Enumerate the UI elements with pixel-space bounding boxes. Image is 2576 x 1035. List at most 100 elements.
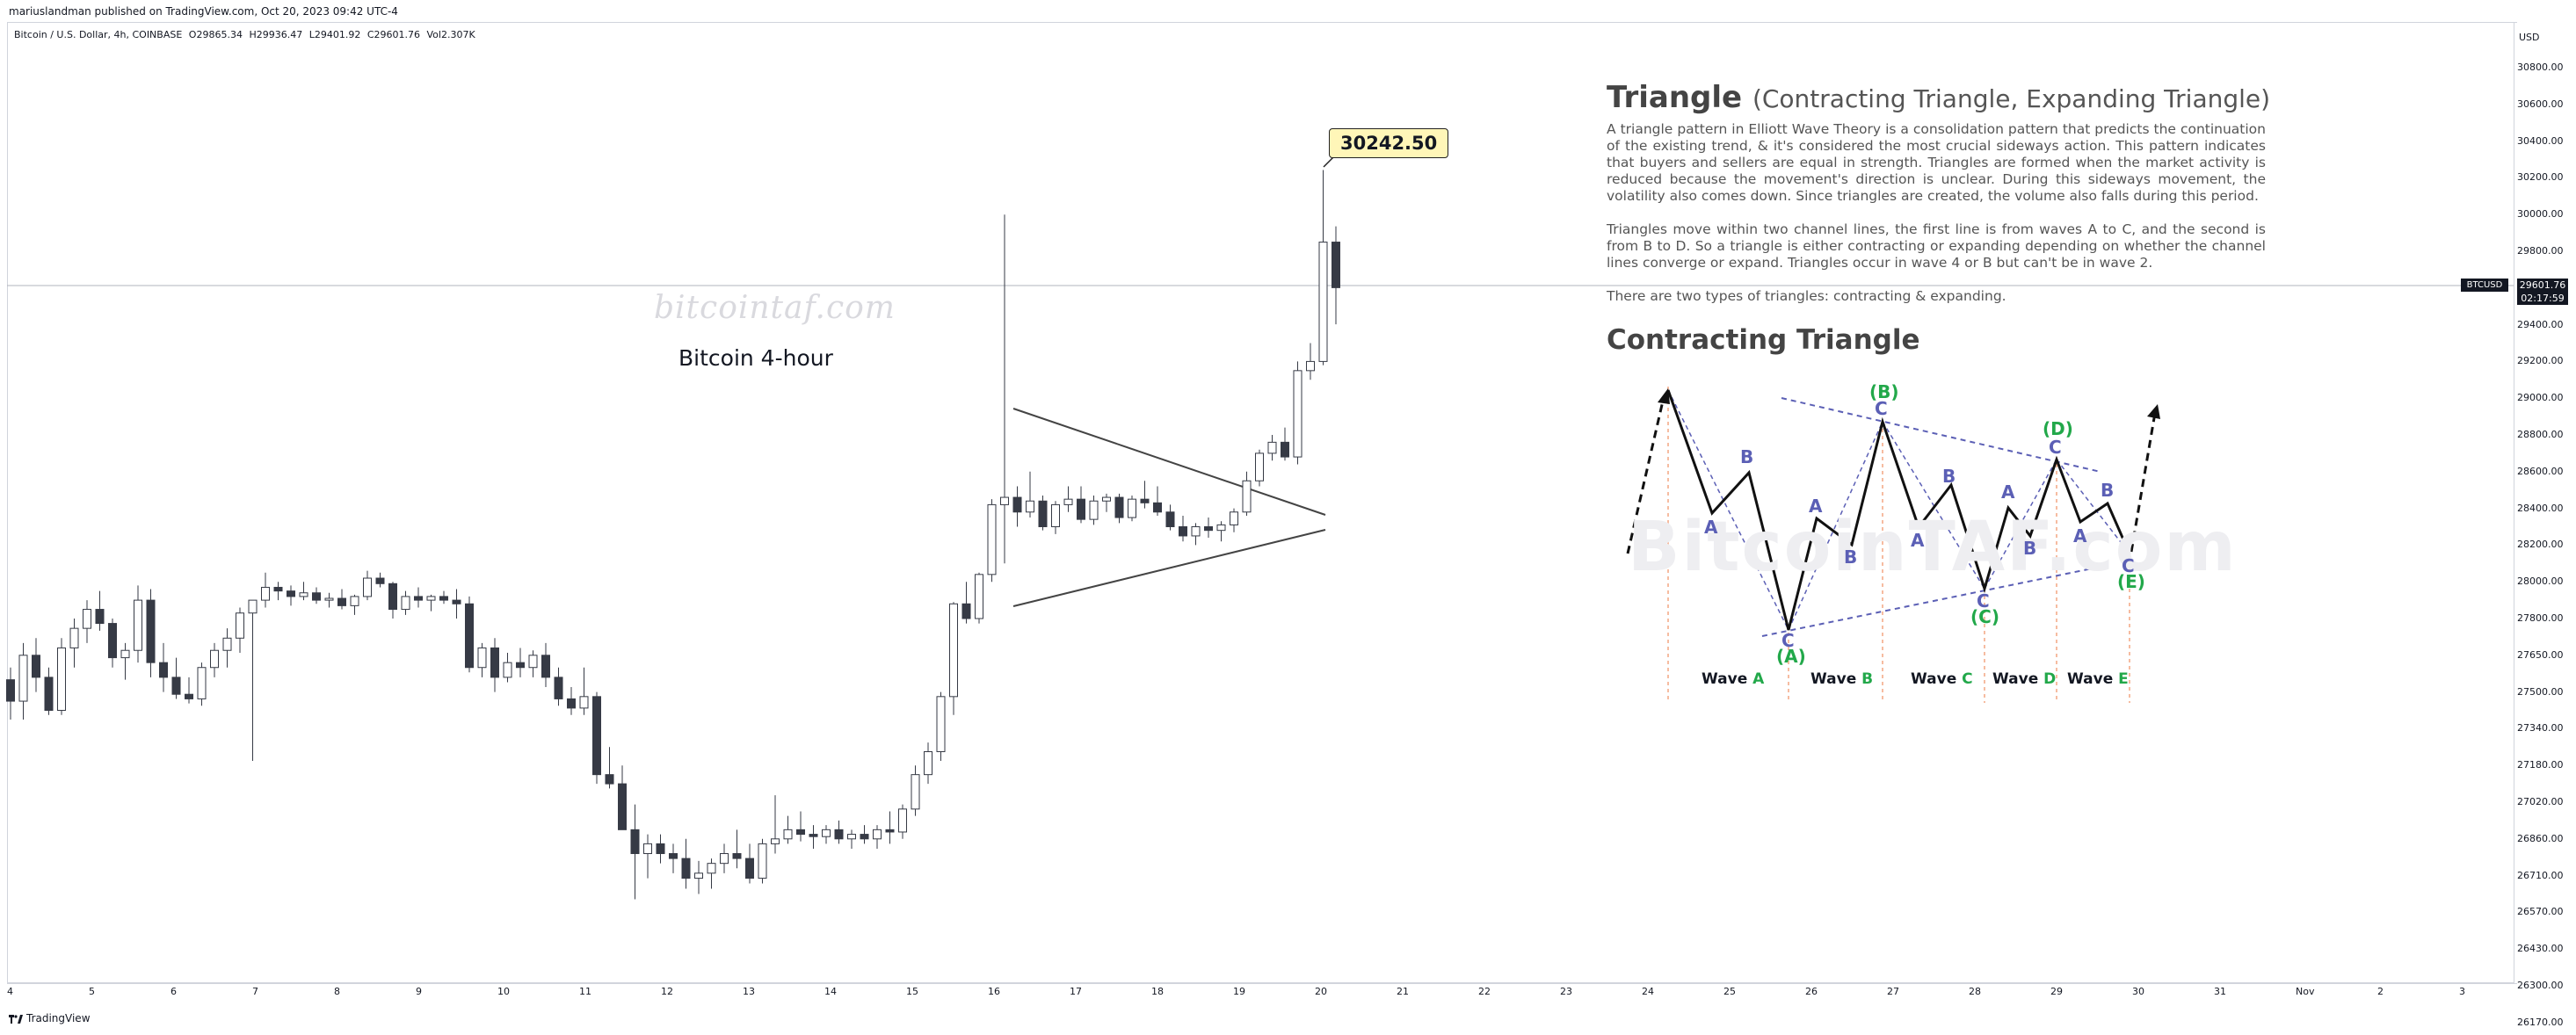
time-tick-label: 6	[171, 986, 177, 997]
candle-body	[1140, 498, 1150, 503]
chart-watermark: bitcointaf.com	[654, 290, 896, 326]
symbol-legend: Bitcoin / U.S. Dollar, 4h, COINBASE O298…	[14, 29, 479, 40]
label-wave-b-end: (B)	[1869, 381, 1899, 402]
time-tick-label: 16	[988, 986, 1000, 997]
annotation-paragraph-1: A triangle pattern in Elliott Wave Theor…	[1607, 121, 2266, 204]
price-tick-label: 28800.00	[2517, 429, 2564, 440]
candle-body	[681, 858, 691, 879]
candle-body	[528, 655, 538, 669]
candle-body	[911, 774, 920, 810]
time-tick-label: 5	[89, 986, 95, 997]
time-tick-label: 30	[2132, 986, 2144, 997]
candle-body	[222, 637, 232, 651]
candle-body	[630, 829, 640, 855]
candle-body	[720, 853, 729, 865]
diagram-guides	[1667, 387, 2130, 703]
tradingview-brand[interactable]: TradingView	[9, 1012, 91, 1024]
price-tick-label: 29200.00	[2517, 355, 2564, 367]
candle-body	[1026, 500, 1034, 513]
current-price-value: 29601.76	[2519, 279, 2566, 291]
candle-body	[363, 577, 372, 597]
candle-body	[299, 592, 308, 597]
time-tick-label: 23	[1560, 986, 1572, 997]
candle-body	[120, 649, 130, 659]
candle-body	[1306, 360, 1315, 372]
chart-caption: Bitcoin 4-hour	[678, 345, 833, 371]
candle-body	[490, 647, 499, 678]
candle-body	[822, 829, 831, 837]
candle-body	[796, 829, 805, 836]
candle-body	[1012, 496, 1022, 513]
price-axis[interactable]	[2514, 22, 2576, 984]
symbol-name[interactable]: Bitcoin / U.S. Dollar, 4h, COINBASE	[14, 29, 183, 40]
triangle-upper-line	[1012, 408, 1326, 516]
candle-body	[1089, 500, 1099, 520]
candle-body	[6, 679, 15, 702]
price-tick-label: 28000.00	[2517, 575, 2564, 588]
price-tick-label: 26860.00	[2517, 832, 2564, 844]
high-price-tag[interactable]: 30242.50	[1329, 128, 1449, 158]
ohlc-low: L29401.92	[308, 29, 361, 40]
brand-name: TradingView	[26, 1012, 91, 1024]
candle-body	[375, 577, 385, 584]
time-tick-label: 14	[824, 986, 837, 997]
candle-body	[95, 609, 105, 625]
candle-body	[1267, 441, 1277, 454]
time-axis[interactable]	[7, 982, 2514, 1002]
candle-body	[108, 623, 117, 659]
price-tick-label: 26430.00	[2517, 943, 2564, 955]
candle-body	[592, 696, 601, 776]
candle-body	[618, 783, 627, 830]
candle-body	[860, 834, 869, 840]
diagram-zigzag	[1666, 389, 2131, 631]
candle-body	[197, 667, 207, 699]
ticker-tag: BTCUSD	[2461, 279, 2508, 292]
tradingview-logo-icon	[9, 1014, 23, 1024]
candle-body	[1242, 480, 1252, 513]
candle-body	[554, 677, 563, 699]
candle-body	[287, 590, 295, 597]
candle-body	[32, 655, 40, 678]
price-tick-label: 26710.00	[2517, 869, 2564, 881]
candle-body	[159, 662, 168, 678]
candle-body	[185, 693, 193, 699]
price-tick-label: 27650.00	[2517, 648, 2564, 661]
time-tick-label: 7	[252, 986, 258, 997]
time-tick-label: Nov	[2296, 986, 2315, 997]
label-b3: B	[1942, 466, 1956, 487]
candle-body	[516, 662, 525, 669]
currency-label[interactable]: USD	[2519, 32, 2540, 43]
price-tick-label: 26170.00	[2517, 1016, 2564, 1028]
top-bar: mariuslandman published on TradingView.c…	[0, 0, 2576, 21]
candle-body	[44, 677, 54, 712]
time-tick-label: 18	[1151, 986, 1164, 997]
price-tick-label: 28400.00	[2517, 502, 2564, 514]
candle-body	[324, 597, 334, 601]
label-c3: C	[1977, 590, 1990, 612]
annotation-title: Triangle (Contracting Triangle, Expandin…	[1607, 80, 2270, 115]
time-tick-label: 2	[2377, 986, 2384, 997]
candle-body	[414, 596, 423, 601]
candle-body	[210, 649, 219, 669]
chart-frame	[7, 22, 2517, 984]
price-tick-label: 29800.00	[2517, 245, 2564, 257]
contracting-triangle-heading: Contracting Triangle	[1607, 324, 1920, 356]
price-tick-label: 27500.00	[2517, 685, 2564, 698]
label-wave-c-end: (C)	[1970, 606, 1999, 627]
candle-body	[567, 698, 576, 709]
time-tick-label: 17	[1070, 986, 1082, 997]
candle-body	[847, 834, 856, 840]
time-tick-label: 13	[743, 986, 755, 997]
time-tick-label: 29	[2050, 986, 2063, 997]
candle-body	[439, 596, 448, 601]
label-b2: B	[1844, 546, 1858, 568]
candle-body	[745, 858, 754, 879]
annotation-paragraph-3: There are two types of triangles: contra…	[1607, 288, 2006, 304]
candle-body	[643, 843, 652, 855]
candle-body	[248, 599, 258, 614]
candle-body	[975, 574, 983, 619]
candle-body	[401, 596, 410, 611]
label-b4: B	[2023, 538, 2037, 559]
candle-body	[465, 603, 474, 669]
